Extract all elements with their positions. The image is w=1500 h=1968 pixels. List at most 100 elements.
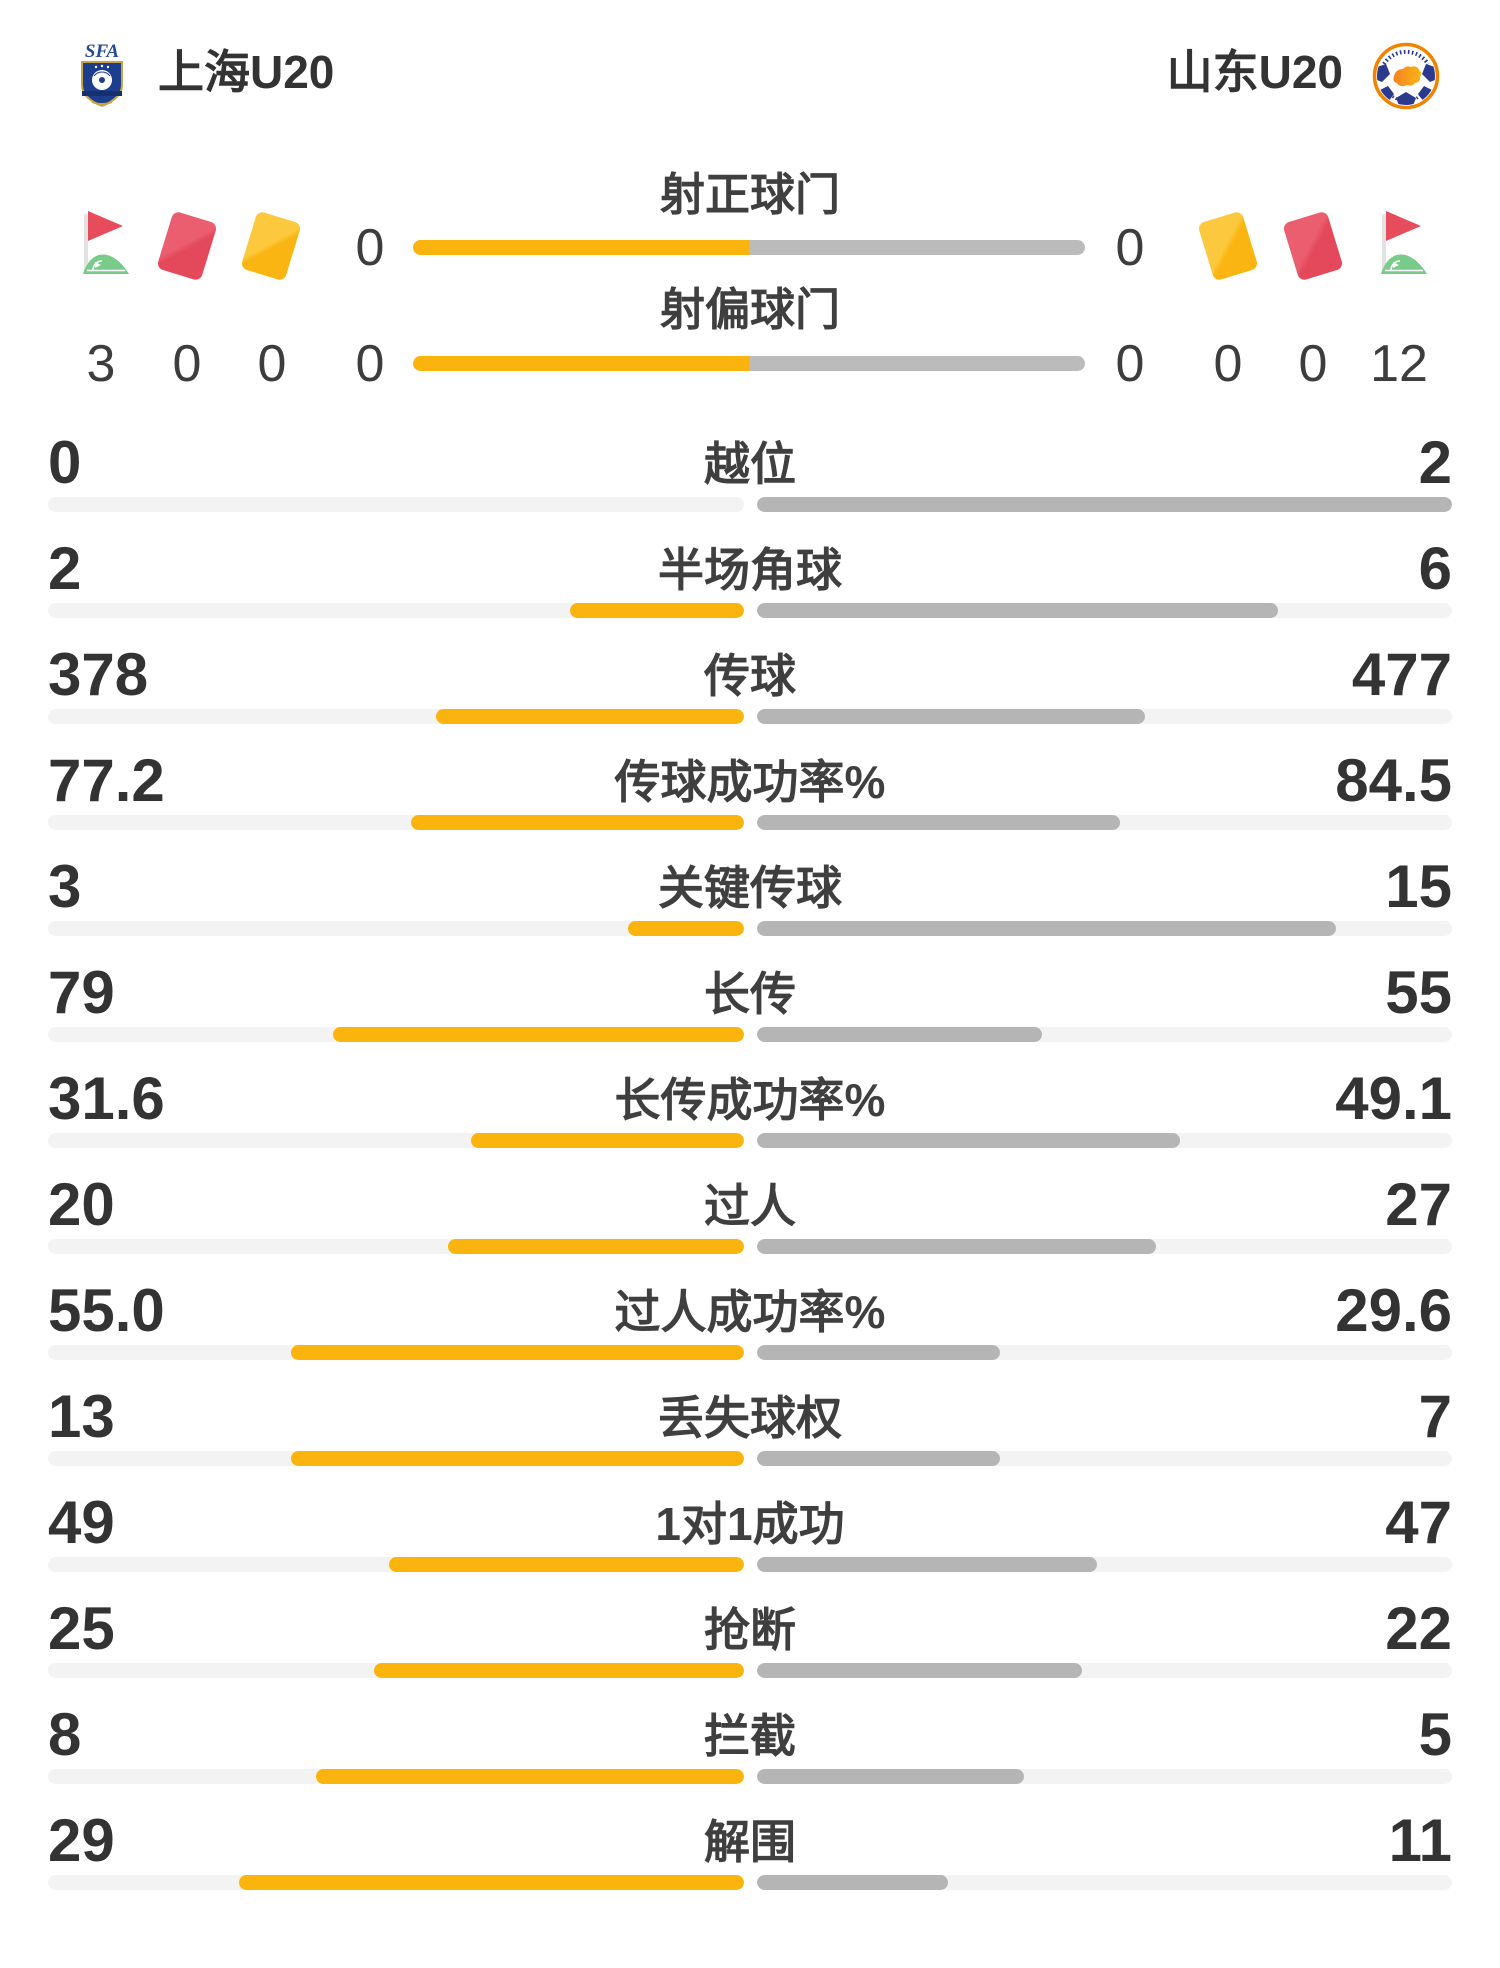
home-bar-fill: [333, 1027, 744, 1042]
home-bar-fill: [436, 709, 744, 724]
stat-bar: [48, 1769, 1452, 1784]
home-bar-fill: [447, 1239, 744, 1254]
away-bar-fill: [756, 1557, 1097, 1572]
away-bar-track: [756, 1557, 1452, 1572]
stat-row: 3 关键传球 15: [0, 854, 1500, 960]
stat-label: 过人成功率%: [614, 1286, 886, 1338]
home-bar-track: [48, 497, 744, 512]
home-bar-fill: [413, 240, 749, 255]
home-red-cards-count: 0: [172, 335, 202, 393]
stat-row: 29 解围 11: [0, 1808, 1500, 1914]
stat-row: 55.0 过人成功率% 29.6: [0, 1278, 1500, 1384]
away-bar-track: [756, 1133, 1452, 1148]
stat-label: 1对1成功: [655, 1498, 845, 1550]
stat-row: 0 越位 2: [0, 430, 1500, 536]
away-bar-fill: [756, 1133, 1180, 1148]
home-bar-track: [48, 1769, 744, 1784]
stat-label: 抢断: [704, 1604, 796, 1656]
shots-off-target-away-value: 0: [1115, 335, 1145, 393]
stat-bar: [48, 603, 1452, 618]
stat-row: 2 半场角球 6: [0, 536, 1500, 642]
away-stat-value: 477: [1351, 641, 1452, 708]
home-stat-value: 55.0: [48, 1277, 165, 1344]
stat-bar: [48, 1027, 1452, 1042]
home-stat-value: 49: [48, 1489, 115, 1556]
stat-label: 长传成功率%: [614, 1074, 886, 1126]
home-stat-value: 77.2: [48, 747, 165, 814]
away-yellow-cards-count: 0: [1213, 335, 1243, 393]
away-stat-value: 11: [1388, 1807, 1452, 1874]
away-bar-fill: [756, 1663, 1083, 1678]
home-bar-fill: [291, 1345, 744, 1360]
home-bar-track: [48, 1451, 744, 1466]
home-stat-value: 3: [48, 853, 82, 920]
away-bar-fill: [749, 356, 1085, 371]
stat-bar: [48, 921, 1452, 936]
shots-on-target-label: 射正球门: [659, 169, 840, 220]
away-bar-fill: [756, 1875, 948, 1890]
stat-label: 传球: [704, 650, 796, 702]
stat-label: 越位: [704, 438, 796, 490]
stat-bar: [48, 709, 1452, 724]
stat-label: 解围: [704, 1816, 796, 1868]
yellow-card-icon: [240, 210, 302, 282]
stat-bar: [48, 1557, 1452, 1572]
away-stat-value: 2: [1418, 429, 1452, 496]
away-bar-track: [756, 1451, 1452, 1466]
away-corners-count: 12: [1370, 335, 1428, 393]
away-bar-fill: [749, 240, 1085, 255]
away-bar-fill: [756, 1345, 1000, 1360]
home-badge: SFA: [76, 40, 128, 108]
stat-bar: [48, 1345, 1452, 1360]
home-bar-fill: [569, 603, 744, 618]
svg-text:SFA: SFA: [85, 41, 119, 62]
home-stat-value: 20: [48, 1171, 115, 1238]
home-bar-track: [48, 1663, 744, 1678]
away-stat-value: 6: [1418, 535, 1452, 602]
home-bar-fill: [627, 921, 744, 936]
away-stat-value: 49.1: [1335, 1065, 1452, 1132]
home-bar-fill: [373, 1663, 744, 1678]
stat-row: 20 过人 27: [0, 1172, 1500, 1278]
home-team-name: 上海U20: [158, 46, 335, 98]
home-bar-track: [48, 1027, 744, 1042]
stat-label: 传球成功率%: [614, 756, 886, 808]
away-bar-fill: [756, 1769, 1024, 1784]
away-bar-track: [756, 921, 1452, 936]
away-team-name: 山东U20: [1166, 46, 1343, 98]
away-stat-value: 7: [1418, 1383, 1452, 1450]
stat-row: 79 长传 55: [0, 960, 1500, 1066]
stat-rows: 0 越位 2 2 半场角球 6 378 传球 477 77.2 传球成功率% 84.5 3 关键传球 15 7…: [0, 430, 1500, 1914]
home-stat-value: 25: [48, 1595, 115, 1662]
away-bar-track: [756, 709, 1452, 724]
shots-off-target-home-value: 0: [355, 335, 385, 393]
away-bar-fill: [756, 1451, 1000, 1466]
stat-row: 31.6 长传成功率% 49.1: [0, 1066, 1500, 1172]
away-stat-value: 22: [1385, 1595, 1452, 1662]
stat-label: 长传: [704, 968, 796, 1020]
red-card-icon: [1282, 210, 1344, 282]
away-bar-fill: [756, 1239, 1157, 1254]
home-bar-track: [48, 815, 744, 830]
home-stat-value: 29: [48, 1807, 115, 1874]
shots-off-target-bar: [413, 356, 1085, 371]
home-bar-track: [48, 1239, 744, 1254]
stat-bar: [48, 1663, 1452, 1678]
stat-label: 关键传球: [658, 862, 842, 914]
stat-bar: [48, 1239, 1452, 1254]
away-bar-track: [756, 1345, 1452, 1360]
away-bar-fill: [756, 497, 1452, 512]
home-bar-track: [48, 921, 744, 936]
home-bar-track: [48, 1133, 744, 1148]
away-bar-track: [756, 1769, 1452, 1784]
away-bar-track: [756, 1239, 1452, 1254]
away-badge: [1372, 42, 1440, 110]
stat-row: 8 拦截 5: [0, 1702, 1500, 1808]
stat-bar: [48, 1875, 1452, 1890]
away-stat-value: 29.6: [1335, 1277, 1452, 1344]
away-stat-value: 55: [1385, 959, 1452, 1026]
home-bar-fill: [411, 815, 744, 830]
away-red-cards-count: 0: [1298, 335, 1328, 393]
away-bar-fill: [756, 815, 1120, 830]
home-bar-fill: [291, 1451, 744, 1466]
